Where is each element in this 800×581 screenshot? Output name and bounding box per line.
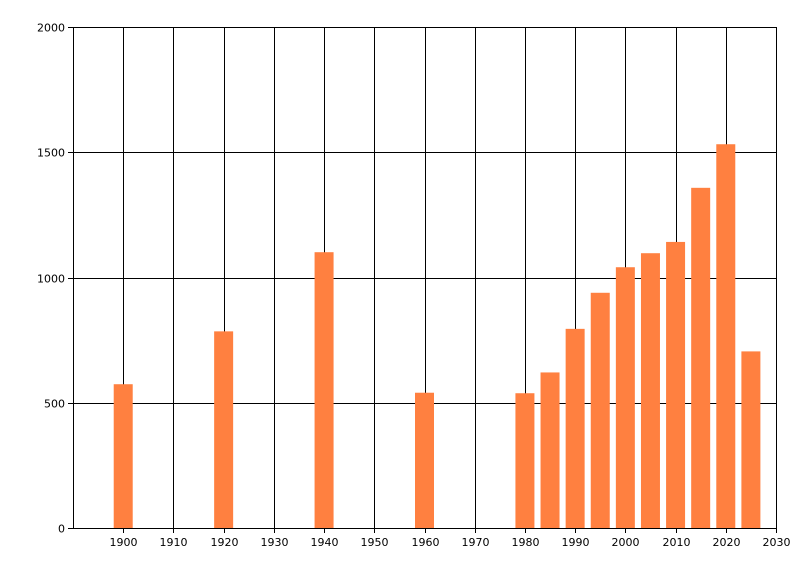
bar (214, 331, 234, 528)
y-axis-ticks: 0 500 1000 1500 2000 (37, 22, 73, 536)
x-tick-label: 1970 (462, 536, 490, 549)
y-tick-label: 0 (58, 523, 65, 536)
x-tick-label: 2020 (713, 536, 741, 549)
x-tick-label: 2010 (663, 536, 691, 549)
bar (640, 253, 660, 528)
axes (73, 27, 776, 529)
y-tick-label: 1500 (37, 147, 65, 160)
x-tick-label: 1900 (110, 536, 138, 549)
x-tick-label: 1950 (361, 536, 389, 549)
x-tick-label: 1940 (311, 536, 339, 549)
bar (314, 252, 334, 528)
bar (515, 393, 535, 528)
y-tick-label: 2000 (37, 22, 65, 35)
bar (666, 241, 686, 528)
bar (615, 267, 635, 528)
bar (716, 144, 736, 528)
x-axis-ticks: 1900 1910 1920 1930 1940 1950 1960 1970 1980 1990… (110, 528, 791, 549)
y-tick-label: 500 (44, 398, 65, 411)
y-tick-label: 1000 (37, 273, 65, 286)
x-tick-label: 1990 (562, 536, 590, 549)
x-tick-label: 2030 (763, 536, 791, 549)
x-tick-label: 1960 (412, 536, 440, 549)
x-tick-label: 1930 (261, 536, 289, 549)
bar (113, 384, 133, 528)
bars (113, 144, 761, 529)
x-tick-label: 1910 (160, 536, 188, 549)
x-tick-label: 1980 (512, 536, 540, 549)
bar (565, 328, 585, 528)
bar (590, 292, 610, 528)
bar (540, 372, 560, 528)
bar (415, 392, 434, 528)
bar (741, 351, 761, 528)
x-tick-label: 2000 (612, 536, 640, 549)
bar (691, 187, 711, 529)
x-tick-label: 1920 (211, 536, 239, 549)
